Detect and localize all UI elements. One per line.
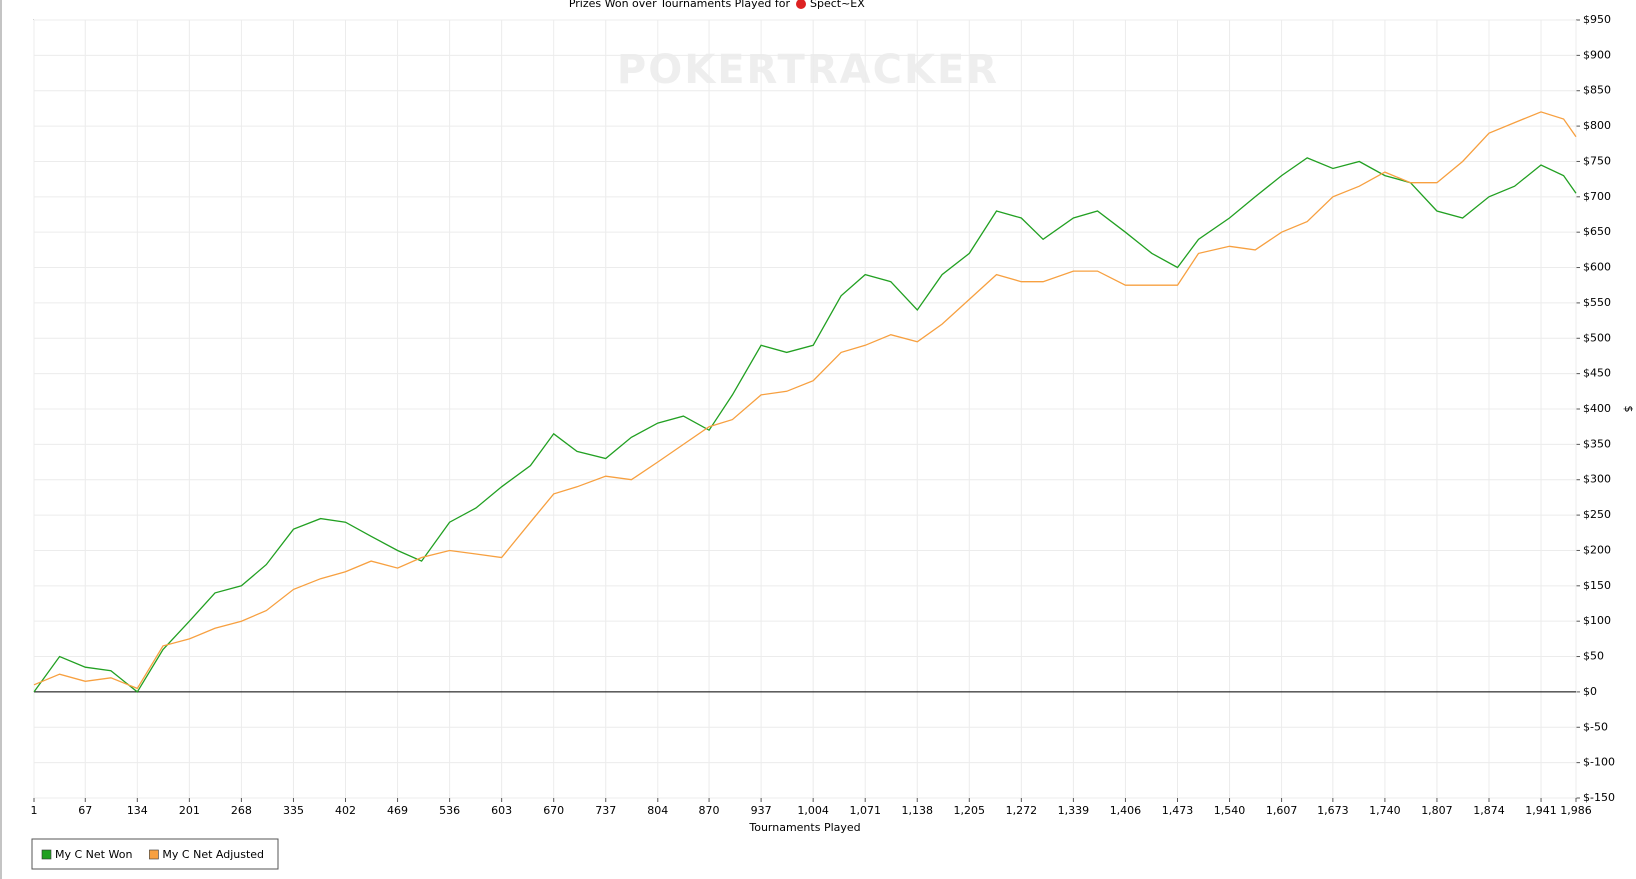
- y-tick-label: $700: [1583, 190, 1611, 203]
- y-tick-label: $100: [1583, 614, 1611, 627]
- y-tick-label: $-50: [1583, 720, 1608, 733]
- x-tick-label: 1,004: [797, 804, 829, 817]
- y-tick-label: $500: [1583, 331, 1611, 344]
- x-tick-label: 870: [699, 804, 720, 817]
- chart-title: Prizes Won over Tournaments Played for: [569, 0, 791, 10]
- x-tick-label: 335: [283, 804, 304, 817]
- y-tick-label: $450: [1583, 367, 1611, 380]
- x-tick-label: 1,339: [1058, 804, 1090, 817]
- y-tick-label: $250: [1583, 508, 1611, 521]
- player-icon: [796, 0, 806, 9]
- x-tick-label: 134: [127, 804, 148, 817]
- x-tick-label: 268: [231, 804, 252, 817]
- player-name: Spect~EX: [810, 0, 865, 10]
- x-tick-label: 1,874: [1473, 804, 1505, 817]
- y-tick-label: $400: [1583, 402, 1611, 415]
- legend-label: My C Net Adjusted: [162, 848, 264, 861]
- x-tick-label: 1,473: [1162, 804, 1194, 817]
- y-tick-label: $350: [1583, 437, 1611, 450]
- x-tick-label: 1,941: [1525, 804, 1557, 817]
- y-tick-label: $50: [1583, 650, 1604, 663]
- series-line: [33, 111, 1577, 690]
- y-tick-label: $950: [1583, 13, 1611, 26]
- y-tick-label: $900: [1583, 48, 1611, 61]
- x-tick-label: 1,540: [1214, 804, 1246, 817]
- x-tick-label: 1,673: [1317, 804, 1349, 817]
- y-tick-label: $550: [1583, 296, 1611, 309]
- x-tick-label: 67: [78, 804, 92, 817]
- x-tick-label: 1,406: [1110, 804, 1142, 817]
- x-tick-label: 1,138: [902, 804, 934, 817]
- x-tick-label: 1,205: [954, 804, 986, 817]
- y-tick-label: $850: [1583, 84, 1611, 97]
- x-tick-label: 469: [387, 804, 408, 817]
- x-tick-label: 1,272: [1006, 804, 1038, 817]
- y-tick-label: $650: [1583, 225, 1611, 238]
- legend-swatch: [41, 849, 52, 860]
- x-tick-label: 1,740: [1369, 804, 1401, 817]
- y-tick-label: $750: [1583, 154, 1611, 167]
- x-tick-label: 1,986: [1560, 804, 1592, 817]
- x-tick-label: 603: [491, 804, 512, 817]
- legend-swatch: [149, 849, 159, 860]
- x-tick-label: 1: [31, 804, 38, 817]
- watermark: POKERTRACKER: [617, 47, 999, 93]
- x-tick-label: 201: [179, 804, 200, 817]
- series-line: [33, 157, 1577, 693]
- y-tick-label: $-150: [1583, 791, 1615, 804]
- y-tick-label: $150: [1583, 579, 1611, 592]
- y-axis-label: $: [1622, 406, 1635, 413]
- y-tick-label: $800: [1583, 119, 1611, 132]
- x-tick-label: 1,071: [849, 804, 881, 817]
- x-tick-label: 670: [543, 804, 564, 817]
- y-tick-label: $600: [1583, 261, 1611, 274]
- x-tick-label: 937: [751, 804, 772, 817]
- y-tick-label: $200: [1583, 543, 1611, 556]
- x-tick-label: 1,607: [1266, 804, 1298, 817]
- x-axis-label: Tournaments Played: [748, 821, 860, 834]
- x-tick-label: 804: [647, 804, 668, 817]
- y-tick-label: $0: [1583, 685, 1597, 698]
- y-tick-label: $300: [1583, 473, 1611, 486]
- y-tick-label: $-100: [1583, 756, 1615, 769]
- x-tick-label: 737: [595, 804, 616, 817]
- x-tick-label: 402: [335, 804, 356, 817]
- x-tick-label: 536: [439, 804, 460, 817]
- x-tick-label: 1,807: [1421, 804, 1453, 817]
- legend-label: My C Net Won: [55, 848, 132, 861]
